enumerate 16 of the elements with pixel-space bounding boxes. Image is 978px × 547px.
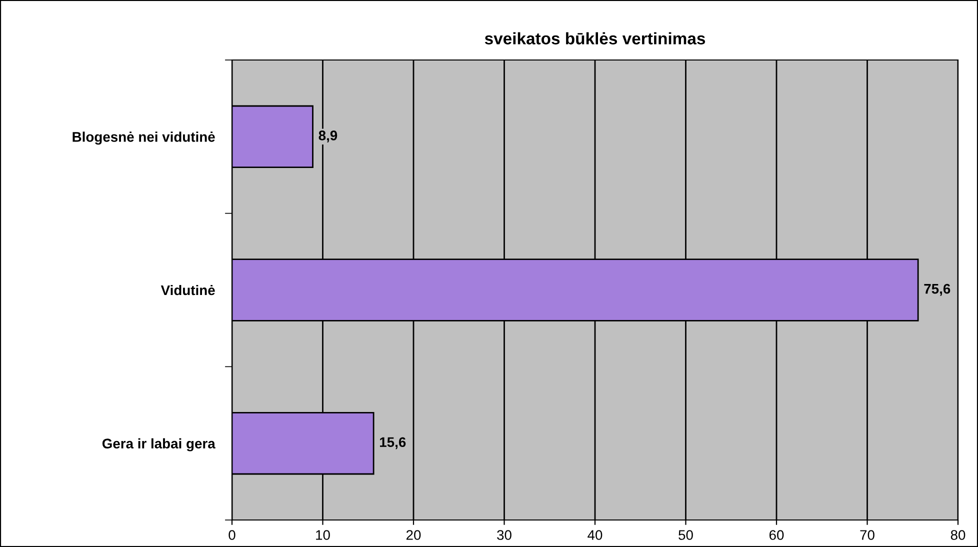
data-label: 75,6 <box>924 284 950 296</box>
x-tick-label: 70 <box>860 530 874 540</box>
y-tick-label: Blogesnė nei vidutinė <box>72 132 215 145</box>
y-tick-label: Vidutinė <box>160 284 215 296</box>
data-label: 15,6 <box>380 437 406 450</box>
x-tick-label: 80 <box>950 530 966 540</box>
x-tick-label: 50 <box>678 530 693 540</box>
x-tick-label: 40 <box>588 530 602 540</box>
y-tick-label: Gera ir labai gera <box>102 438 216 452</box>
x-tick-label: 60 <box>769 530 784 540</box>
x-tick-label: 20 <box>406 530 421 540</box>
data-label: 8,9 <box>318 130 338 142</box>
x-tick-label: 30 <box>497 530 512 540</box>
chart-title: sveikatos būklės vertinimas <box>484 32 706 44</box>
x-tick-label: 0 <box>228 530 236 540</box>
x-tick-label: 10 <box>316 530 330 540</box>
